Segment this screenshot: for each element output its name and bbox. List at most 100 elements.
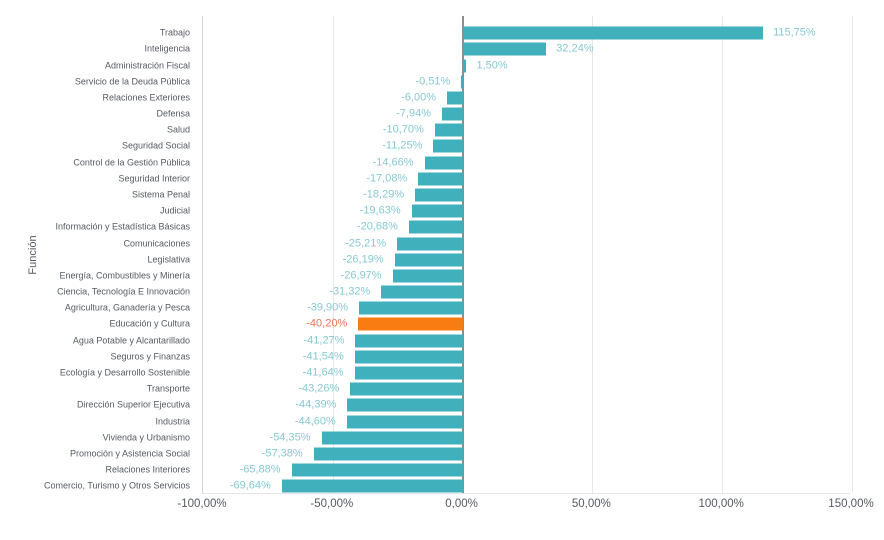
bar[interactable] [392,269,463,283]
value-label: -65,88% [239,463,281,476]
bar[interactable] [461,75,463,89]
value-label: -31,32% [329,285,371,298]
bar-highlighted[interactable] [358,317,463,331]
category-label: Industria [155,416,190,427]
bar[interactable] [433,139,463,153]
value-label: 32,24% [556,42,594,55]
category-label: Agua Potable y Alcantarillado [72,335,190,346]
bar[interactable] [424,156,463,170]
category-label: Defensa [156,108,190,119]
value-label: -18,29% [363,188,405,201]
value-label: -41,27% [303,334,345,347]
bar[interactable] [347,398,463,412]
category-label: Transporte [146,383,190,394]
value-label: -44,39% [295,398,337,411]
bar[interactable] [281,479,463,493]
gridline [332,16,334,493]
bar[interactable] [408,220,463,234]
gridline [592,16,594,493]
value-label: -26,19% [342,253,384,266]
value-label: -7,94% [396,107,431,120]
value-label: -41,54% [302,350,344,363]
zero-line [461,16,464,493]
gridline [722,16,724,493]
value-label: -57,38% [261,447,303,460]
x-tick-label: 150,00% [828,498,874,510]
bar[interactable] [321,431,463,445]
plot-area: 115,75% 32,24% 1,50% -0,51% -6,00% -7,94% -10,… [202,16,853,494]
category-label: Relaciones Interiores [105,464,190,475]
category-label: Relaciones Exteriores [102,92,190,103]
bar[interactable] [441,107,463,121]
value-label: -43,26% [298,382,340,395]
value-label: -25,21% [345,237,387,250]
bar[interactable] [355,334,463,348]
value-label: -19,63% [359,204,401,217]
bar[interactable] [354,350,463,364]
category-label: Promoción y Asistencia Social [69,448,190,459]
category-label: Ecología y Desarrollo Sostenible [59,367,190,378]
x-tick-label: 0,00% [445,498,478,510]
bar[interactable] [462,59,467,73]
bar[interactable] [411,204,463,218]
bar[interactable] [354,366,463,380]
bar[interactable] [447,91,463,105]
category-label: Ciencia, Tecnología E Innovación [57,286,190,297]
bar[interactable] [462,42,547,56]
category-label: Administración Fiscal [104,60,190,71]
value-label: -39,90% [307,301,349,314]
value-label: -40,20% [306,317,348,330]
category-label: Comunicaciones [123,238,190,249]
bar[interactable] [291,463,463,477]
category-label: Información y Estadística Básicas [55,221,190,232]
x-tick-label: -50,00% [310,498,354,510]
value-label: -69,64% [229,479,271,492]
bar[interactable] [394,253,463,267]
value-label: 1,50% [476,59,508,72]
bar[interactable] [462,26,764,40]
bar[interactable] [434,123,463,137]
bar[interactable] [350,382,463,396]
bar[interactable] [346,415,463,429]
value-label: 115,75% [773,26,816,39]
category-label: Salud [166,124,190,135]
bar[interactable] [418,172,463,186]
value-label: -54,35% [269,431,311,444]
category-label: Dirección Superior Ejecutiva [76,399,190,410]
x-tick-label: 50,00% [571,498,611,510]
category-label: Sistema Penal [131,189,190,200]
category-label: Vivienda y Urbanismo [102,432,190,443]
category-axis: Trabajo Inteligencia Administración Fiscal… [0,16,196,494]
value-label: -17,08% [366,172,408,185]
category-label: Inteligencia [144,43,190,54]
category-label: Servicio de la Deuda Pública [74,76,190,87]
category-label: Agricultura, Ganadería y Pesca [64,302,190,313]
value-label: -10,70% [382,123,424,136]
x-tick-label: 100,00% [698,498,744,510]
bar[interactable] [397,237,463,251]
category-label: Seguridad Interior [118,173,190,184]
value-label: -11,25% [382,139,423,152]
value-label: -14,66% [372,156,414,169]
category-label: Trabajo [159,27,190,38]
category-label: Comercio, Turismo y Otros Servicios [43,480,190,491]
x-tick-label: -100,00% [177,498,227,510]
value-label: -0,51% [415,75,451,88]
x-axis: -100,00% -50,00% 0,00% 50,00% 100,00% 150,00% [177,498,873,518]
category-label: Energía, Combustibles y Minería [59,270,190,281]
category-label: Legislativa [147,254,190,265]
category-label: Seguridad Social [121,140,190,151]
bar[interactable] [313,447,463,461]
bar[interactable] [359,301,463,315]
value-label: -44,60% [294,415,336,428]
gridline [852,16,853,493]
value-label: -41,64% [302,366,344,379]
value-label: -26,97% [340,269,382,282]
value-label: -6,00% [401,91,437,104]
category-label: Control de la Gestión Pública [73,157,190,168]
value-label: -20,68% [356,220,398,233]
category-label: Judicial [159,205,190,216]
bar[interactable] [415,188,463,202]
bar[interactable] [381,285,463,299]
